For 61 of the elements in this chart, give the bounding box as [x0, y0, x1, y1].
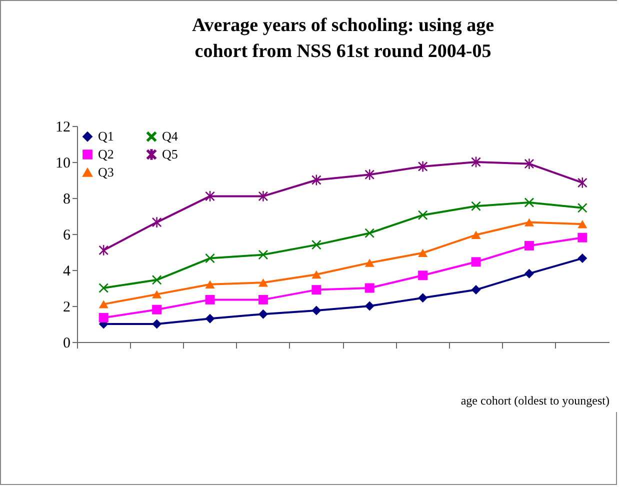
point	[312, 240, 322, 250]
legend-label: Q3	[98, 164, 114, 180]
point	[578, 220, 588, 228]
point	[312, 285, 322, 295]
point	[98, 283, 108, 293]
legend-label: Q5	[162, 146, 178, 162]
point	[205, 190, 215, 202]
point	[152, 319, 162, 329]
point	[258, 278, 268, 287]
point	[418, 161, 428, 172]
point	[578, 232, 588, 242]
point	[312, 270, 322, 279]
point	[258, 294, 268, 304]
point	[418, 248, 428, 258]
point	[578, 203, 588, 213]
point	[98, 244, 108, 256]
y-tick-label: 12	[56, 120, 70, 136]
point	[258, 309, 268, 319]
point	[418, 270, 428, 280]
point	[524, 158, 534, 170]
point	[418, 210, 428, 220]
point	[364, 283, 374, 293]
legend-label: Q2	[98, 146, 114, 162]
point	[524, 218, 534, 226]
point	[524, 198, 534, 208]
y-tick-label: 0	[63, 336, 70, 352]
point	[524, 240, 534, 250]
point	[98, 300, 108, 308]
point	[152, 304, 162, 314]
point	[312, 306, 322, 316]
point	[205, 294, 215, 304]
point	[471, 285, 481, 295]
y-tick-label: 4	[63, 264, 71, 280]
point	[312, 174, 322, 186]
chart-title: Average years of schooling: using age cohort from NSS 61st round 2004-05	[192, 15, 494, 62]
point	[258, 190, 268, 202]
point	[152, 290, 162, 298]
point	[364, 301, 374, 311]
y-tick-label: 8	[63, 192, 70, 208]
point	[98, 312, 108, 322]
point	[364, 258, 374, 267]
point	[471, 201, 481, 211]
y-tick-label: 2	[63, 300, 70, 316]
point	[578, 177, 588, 188]
point	[471, 230, 481, 240]
point	[205, 314, 215, 324]
point	[471, 257, 481, 267]
point	[152, 217, 162, 228]
point	[258, 250, 268, 260]
point	[205, 280, 215, 289]
point	[418, 293, 428, 303]
y-tick-label: 6	[63, 228, 71, 244]
point	[524, 268, 534, 278]
y-tick-label: 10	[56, 156, 70, 172]
point	[152, 275, 162, 285]
legend-label: Q4	[162, 128, 178, 144]
x-axis-title: age cohort (oldest to youngest)	[460, 394, 610, 408]
point	[578, 254, 588, 264]
point	[205, 254, 215, 264]
legend-label: Q1	[98, 128, 114, 144]
point	[364, 228, 374, 238]
